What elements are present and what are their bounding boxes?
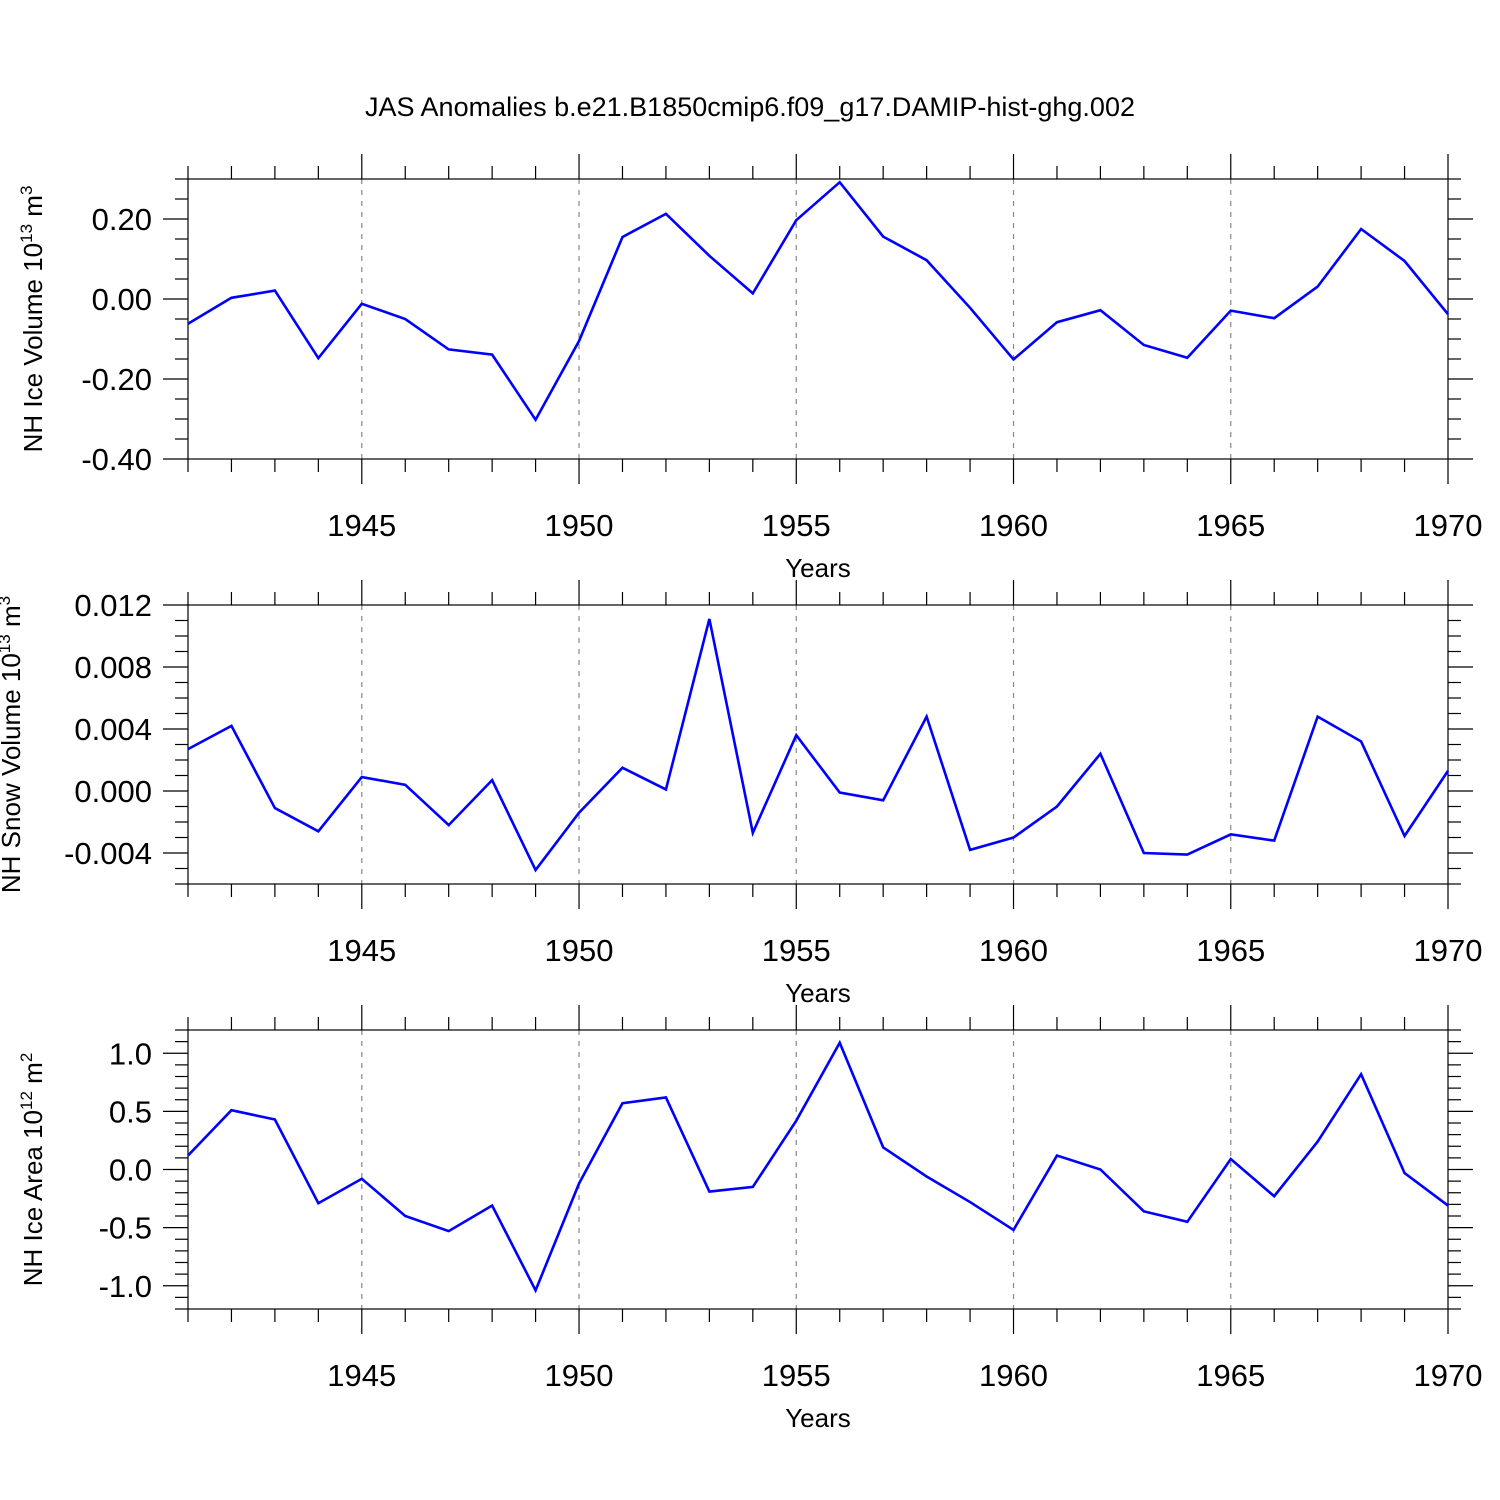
x-tick-label: 1960: [979, 933, 1048, 968]
y-axis-label: NH Snow Volume 1013 m3: [0, 596, 26, 893]
y-tick-label: 0.20: [92, 202, 152, 237]
y-tick-label: -0.20: [81, 362, 152, 397]
plot-frame: [187, 604, 1449, 885]
y-tick-label: 0.012: [74, 588, 152, 623]
x-tick-label: 1955: [762, 933, 831, 968]
x-tick-label: 1945: [327, 508, 396, 543]
y-tick-label: 0.0: [109, 1153, 152, 1188]
panel-3: 1.0 0.5 0.0 -0.5 -1.0 1945 1950 1955 1960 1965 197…: [17, 1005, 1482, 1433]
y-axis-label-part: NH Snow Volume 10: [0, 653, 26, 893]
x-tick-label: 1955: [762, 508, 831, 543]
y-tick-label: -0.5: [99, 1211, 152, 1246]
panel-1: 0.20 0.00 -0.20 -0.40 1945 1950 1955 1960 1965 19…: [17, 154, 1482, 583]
x-tick-label: 1945: [327, 1358, 396, 1393]
y-axis-label-part: NH Ice Area 10: [18, 1110, 48, 1286]
y-axis-label-part: m: [18, 195, 48, 224]
x-tick-label: 1965: [1196, 933, 1265, 968]
x-tick-label: 1970: [1414, 1358, 1483, 1393]
y-tick-label: -1.0: [99, 1269, 152, 1304]
panel-2: 0.012 0.008 0.004 0.000 -0.004 1945 1950 1955 19…: [0, 580, 1482, 1008]
y-axis-label: NH Ice Area 1012 m2: [17, 1053, 48, 1287]
x-axis-label: Years: [785, 1403, 851, 1433]
y-axis-label-superscript: 3: [0, 596, 14, 605]
x-tick-label: 1965: [1196, 508, 1265, 543]
y-tick-label: 0.000: [74, 774, 152, 809]
chart-title: JAS Anomalies b.e21.B1850cmip6.f09_g17.D…: [365, 92, 1135, 122]
y-axis-label-part: m: [0, 605, 26, 634]
x-tick-label: 1970: [1414, 933, 1483, 968]
x-tick-label: 1945: [327, 933, 396, 968]
x-tick-label: 1960: [979, 1358, 1048, 1393]
y-tick-label: 0.00: [92, 282, 152, 317]
series-line: [187, 618, 1450, 873]
y-axis-label-superscript: 13: [17, 224, 36, 243]
x-tick-label: 1965: [1196, 1358, 1265, 1393]
y-tick-label: 0.5: [109, 1094, 152, 1129]
x-tick-label: 1950: [545, 1358, 614, 1393]
y-tick-label: -0.40: [81, 442, 152, 477]
x-tick-label: 1960: [979, 508, 1048, 543]
y-axis-label-superscript: 12: [17, 1091, 36, 1110]
y-axis-label-superscript: 2: [17, 1053, 36, 1062]
y-tick-label: 1.0: [109, 1036, 152, 1071]
y-axis-label-part: m: [18, 1062, 48, 1091]
y-axis-label-superscript: 13: [0, 634, 14, 653]
y-axis-label-superscript: 3: [17, 186, 36, 195]
plot-frame: [187, 1029, 1449, 1310]
x-tick-label: 1955: [762, 1358, 831, 1393]
y-tick-label: 0.008: [74, 650, 152, 685]
y-tick-label: 0.004: [74, 712, 152, 747]
x-tick-label: 1950: [545, 933, 614, 968]
y-tick-label: -0.004: [64, 836, 152, 871]
x-axis-label: Years: [785, 978, 851, 1008]
x-axis-label: Years: [785, 553, 851, 583]
panels: 0.20 0.00 -0.20 -0.40 1945 1950 1955 1960 1965 19…: [0, 154, 1482, 1433]
x-tick-label: 1950: [545, 508, 614, 543]
plot-frame: [187, 178, 1449, 460]
series-line: [187, 180, 1450, 423]
x-tick-label: 1970: [1414, 508, 1483, 543]
series-line: [187, 1039, 1449, 1294]
y-axis-label: NH Ice Volume 1013 m3: [17, 186, 48, 453]
y-axis-label-part: NH Ice Volume 10: [18, 243, 48, 453]
